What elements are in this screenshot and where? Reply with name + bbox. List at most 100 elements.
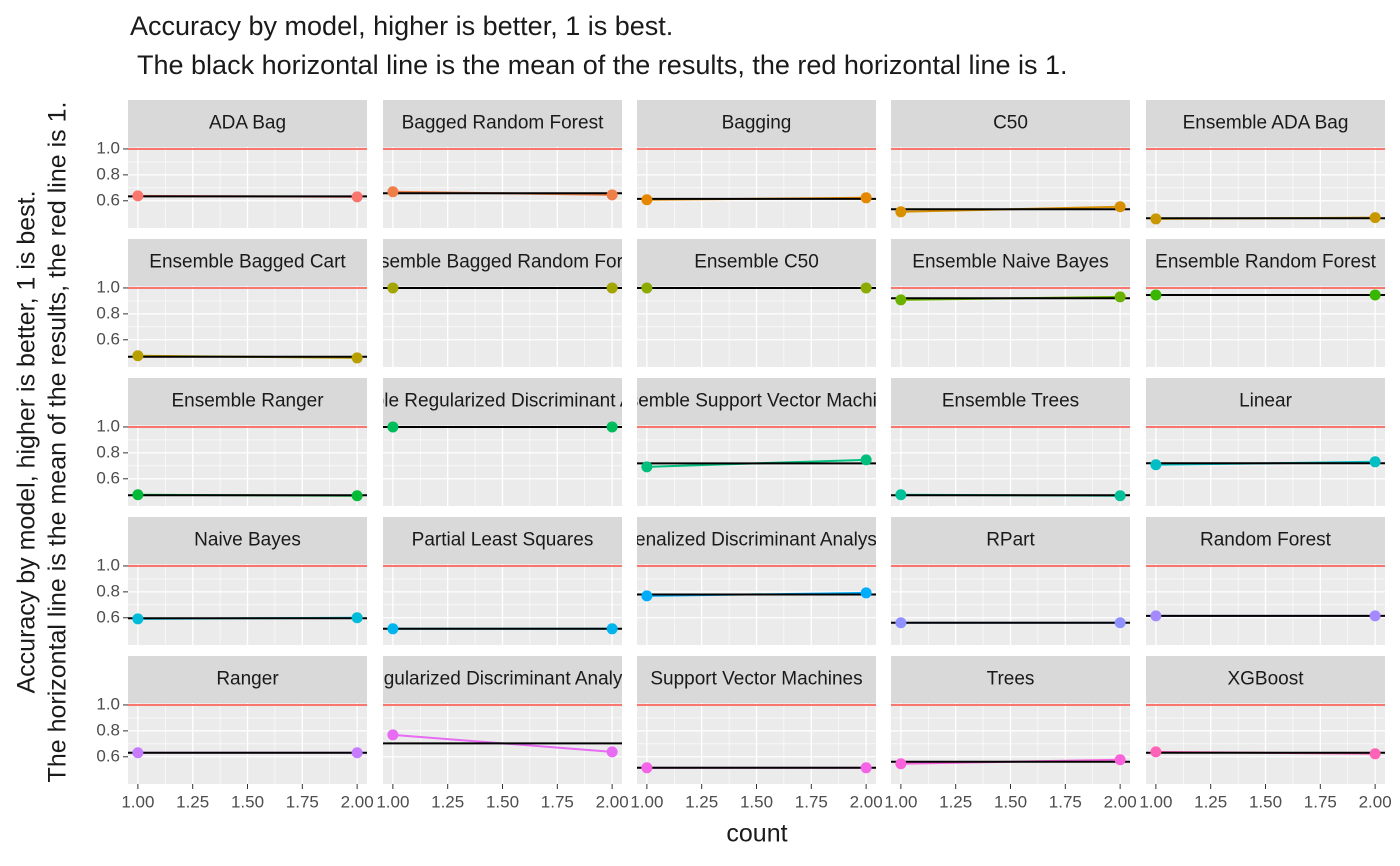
y-tick-label: 1.0 [96,555,120,574]
data-point [641,461,653,473]
x-tick-label: 1.50 [231,792,264,811]
facet-label: XGBoost [1227,669,1304,690]
data-point [860,282,872,294]
x-tick-label: 1.00 [884,792,917,811]
data-point [351,191,363,203]
strip-background [637,656,876,703]
strip-background [891,239,1130,286]
x-tick-label: 1.75 [541,792,574,811]
data-point [1150,289,1162,301]
facet-label: Ensemble ADA Bag [1183,113,1349,134]
strip-background [128,100,367,147]
data-point [860,192,872,204]
x-tick-label: 1.50 [1249,792,1282,811]
data-point [606,282,618,294]
x-axis-label: count [726,820,787,848]
strip-background [637,378,876,425]
data-point [606,189,618,201]
data-point [387,186,399,198]
facet-label: Bagging [722,113,792,134]
data-point [1114,490,1126,502]
data-point [860,587,872,599]
strip-background [891,100,1130,147]
facet-label: Penalized Discriminant Analysis [622,530,890,551]
data-point [1150,746,1162,758]
facet-label: Ensemble Trees [942,391,1079,412]
y-tick-label: 0.6 [96,329,120,348]
strip-background [1146,517,1385,564]
strip-background [128,656,367,703]
chart-title: The black horizontal line is the mean of… [130,50,1068,80]
x-tick-label: 1.00 [630,792,663,811]
y-tick-label: 1.0 [96,277,120,296]
facet-label: Trees [987,669,1035,690]
data-point [387,282,399,294]
x-tick-label: 2.00 [850,792,883,811]
facet-label: Partial Least Squares [412,530,594,551]
data-point [132,747,144,759]
data-point [387,421,399,433]
x-tick-label: 2.00 [1359,792,1392,811]
y-tick-label: 0.8 [96,720,120,739]
x-tick-label: 1.75 [286,792,319,811]
data-point [1114,201,1126,213]
strip-background [128,239,367,286]
data-point [351,612,363,624]
y-tick-label: 1.0 [96,694,120,713]
facet-label: ADA Bag [209,113,286,134]
x-tick-label: 1.25 [431,792,464,811]
data-point [641,762,653,774]
strip-background [637,517,876,564]
x-tick-label: 2.00 [596,792,629,811]
data-point [351,747,363,759]
data-point [1114,617,1126,629]
data-point [860,762,872,774]
facet-label: Linear [1239,391,1292,412]
strip-background [383,100,622,147]
strip-background [637,100,876,147]
x-tick-label: 1.25 [176,792,209,811]
data-point [351,352,363,364]
strip-background [383,517,622,564]
data-point [1150,459,1162,471]
data-point [860,454,872,466]
y-tick-label: 0.6 [96,746,120,765]
strip-background [383,378,622,425]
facet-label: Ensemble Regularized Discriminant Analys… [315,391,691,412]
facet-label: Bagged Random Forest [402,113,604,134]
y-tick-label: 0.6 [96,468,120,487]
data-point [132,613,144,625]
data-point [606,746,618,758]
facet-label: RPart [986,530,1035,551]
strip-background [1146,656,1385,703]
strip-background [891,517,1130,564]
x-tick-label: 1.25 [685,792,718,811]
facet-label: Random Forest [1200,530,1332,551]
x-tick-label: 1.00 [1139,792,1172,811]
data-point [641,590,653,602]
data-point [351,490,363,502]
data-point [132,190,144,202]
strip-background [1146,378,1385,425]
x-tick-label: 1.00 [121,792,154,811]
data-point [132,489,144,501]
y-tick-label: 0.8 [96,442,120,461]
data-point [1114,754,1126,766]
strip-background [128,378,367,425]
data-point [1369,212,1381,224]
data-point [387,729,399,741]
y-axis-label: The horizontal line is the mean of the r… [44,102,72,783]
y-tick-label: 1.0 [96,416,120,435]
data-point [895,489,907,501]
y-tick-label: 1.0 [96,138,120,157]
data-point [387,623,399,635]
facet-label: C50 [993,113,1028,134]
data-point [1369,748,1381,760]
facet-label: Ranger [216,669,279,690]
y-tick-label: 0.6 [96,607,120,626]
strip-background [383,239,622,286]
y-tick-label: 0.8 [96,581,120,600]
x-tick-label: 1.75 [1304,792,1337,811]
x-tick-label: 1.50 [994,792,1027,811]
